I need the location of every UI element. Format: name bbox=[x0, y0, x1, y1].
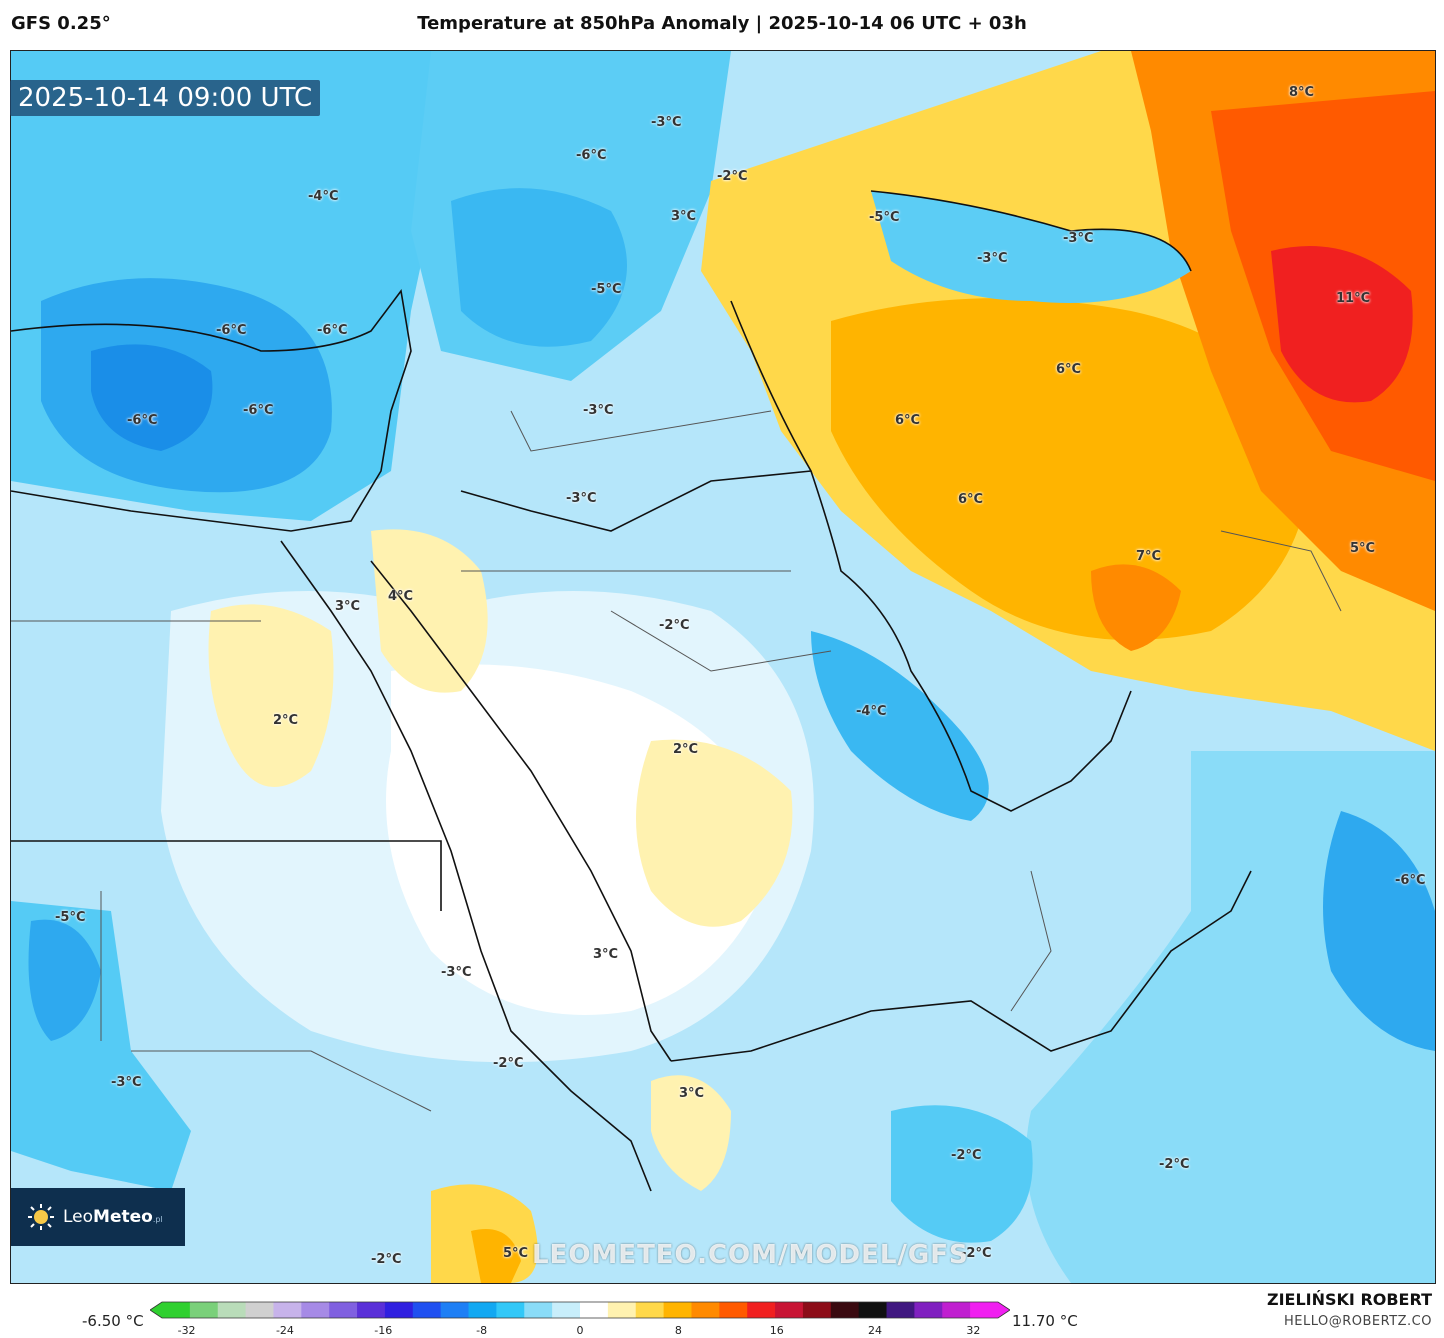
map-label: 3°C bbox=[593, 947, 619, 962]
map-label: -3°C bbox=[441, 965, 472, 980]
colorbar-segment bbox=[607, 1302, 637, 1318]
colorbar-segment bbox=[412, 1302, 442, 1318]
colorbar-segment bbox=[217, 1302, 247, 1318]
colorbar-segment bbox=[663, 1302, 692, 1318]
colorbar-segment bbox=[524, 1302, 553, 1318]
colorbar-segment bbox=[357, 1302, 386, 1318]
colorbar-segment bbox=[747, 1302, 776, 1318]
page-title: Temperature at 850hPa Anomaly | 2025-10-… bbox=[417, 13, 1027, 34]
map-label: -3°C bbox=[111, 1075, 142, 1090]
colorbar-segment bbox=[858, 1302, 888, 1318]
colorbar-segment bbox=[162, 1302, 191, 1318]
colorbar-segment bbox=[440, 1302, 470, 1318]
author-email: HELLO@ROBERTZ.CO bbox=[1283, 1314, 1432, 1329]
map-label: -6°C bbox=[576, 148, 607, 163]
colorbar-tick-label: -24 bbox=[275, 1324, 294, 1337]
logo-text: LeoMeteo.pl bbox=[63, 1207, 163, 1227]
map-label: 6°C bbox=[895, 413, 921, 428]
colorbar-segment bbox=[914, 1302, 943, 1318]
colorbar-segment bbox=[775, 1302, 804, 1318]
map-label: -6°C bbox=[317, 323, 348, 338]
map-label: -4°C bbox=[308, 189, 339, 204]
colorbar-tick-label: -32 bbox=[177, 1324, 196, 1337]
colorbar-segment bbox=[719, 1302, 748, 1318]
map-label: -2°C bbox=[659, 618, 690, 633]
map-label: 5°C bbox=[503, 1246, 529, 1261]
author-name: ZIELIŃSKI ROBERT bbox=[1266, 1290, 1432, 1309]
map-label: -3°C bbox=[1063, 231, 1094, 246]
map-label: -2°C bbox=[1159, 1157, 1190, 1172]
colorbar-segment bbox=[942, 1302, 971, 1318]
map-label: -2°C bbox=[951, 1148, 982, 1163]
colorbar-segment bbox=[830, 1302, 860, 1318]
map-label: -2°C bbox=[493, 1056, 524, 1071]
map-label: -5°C bbox=[591, 282, 622, 297]
map-label: 4°C bbox=[388, 589, 414, 604]
colorbar-arrow-max bbox=[998, 1302, 1010, 1318]
leometeo-logo[interactable]: LeoMeteo.pl bbox=[11, 1188, 185, 1246]
map-label: -3°C bbox=[583, 403, 614, 418]
map-label: 6°C bbox=[958, 492, 984, 507]
map-label: -3°C bbox=[566, 491, 597, 506]
map-label: 3°C bbox=[671, 209, 697, 224]
map-label: 2°C bbox=[273, 713, 299, 728]
colorbar-arrow-min bbox=[150, 1302, 162, 1318]
colorbar-segment bbox=[329, 1302, 358, 1318]
model-label: GFS 0.25° bbox=[11, 13, 111, 34]
map-label: -4°C bbox=[856, 704, 887, 719]
colorbar-segment bbox=[189, 1302, 219, 1318]
map-label: -5°C bbox=[869, 210, 900, 225]
colorbar-segment bbox=[691, 1302, 720, 1318]
colorbar-segment bbox=[468, 1302, 497, 1318]
colorbar bbox=[150, 1301, 1010, 1319]
legend-min-label: -6.50 °C bbox=[82, 1312, 144, 1330]
colorbar-segment bbox=[245, 1302, 274, 1318]
map-label: -6°C bbox=[216, 323, 247, 338]
colorbar-segment bbox=[496, 1302, 525, 1318]
map-label: 7°C bbox=[1136, 549, 1162, 564]
colorbar-tick-label: -8 bbox=[476, 1324, 488, 1337]
colorbar-segment bbox=[886, 1302, 915, 1318]
map-label: -3°C bbox=[977, 251, 1008, 266]
sun-icon bbox=[27, 1203, 55, 1231]
colorbar-segment bbox=[635, 1302, 665, 1318]
colorbar-segment bbox=[273, 1302, 302, 1318]
colorbar-segment bbox=[802, 1302, 832, 1318]
map-label: 5°C bbox=[1350, 541, 1376, 556]
colorbar-tick-label: -16 bbox=[374, 1324, 393, 1337]
map-label: -6°C bbox=[1395, 873, 1426, 888]
map-label: -6°C bbox=[243, 403, 274, 418]
colorbar-segment bbox=[552, 1302, 581, 1318]
map-label: 6°C bbox=[1056, 362, 1082, 377]
colorbar-tick-label: 24 bbox=[868, 1324, 883, 1337]
watermark: LEOMETEO.COM/MODEL/GFS bbox=[532, 1240, 969, 1270]
colorbar-segment bbox=[384, 1302, 414, 1318]
colorbar-tick-label: 16 bbox=[769, 1324, 784, 1337]
map-label: -2°C bbox=[961, 1246, 992, 1261]
legend-max-label: 11.70 °C bbox=[1012, 1312, 1078, 1330]
colorbar-tick-label: 8 bbox=[674, 1324, 682, 1337]
map-label: -2°C bbox=[717, 169, 748, 184]
colorbar-tick-label: 0 bbox=[576, 1324, 584, 1337]
colorbar-segment bbox=[970, 1302, 999, 1318]
anomaly-map: -3°C -6°C -4°C 3°C -2°C 8°C -5°C -3°C -3… bbox=[10, 50, 1436, 1284]
colorbar-tick-label: 32 bbox=[966, 1324, 981, 1337]
map-label: 3°C bbox=[335, 599, 361, 614]
map-label: 3°C bbox=[679, 1086, 705, 1101]
map-canvas bbox=[11, 51, 1435, 1283]
map-label: 8°C bbox=[1289, 85, 1315, 100]
map-label: -2°C bbox=[371, 1252, 402, 1267]
colorbar-segment bbox=[301, 1302, 330, 1318]
map-label: 2°C bbox=[673, 742, 699, 757]
map-label: -5°C bbox=[55, 910, 86, 925]
map-label: -3°C bbox=[651, 115, 682, 130]
valid-time-badge: 2025-10-14 09:00 UTC bbox=[10, 80, 321, 116]
colorbar-segment bbox=[580, 1302, 609, 1318]
map-label: 11°C bbox=[1336, 291, 1371, 306]
map-label: -6°C bbox=[127, 413, 158, 428]
